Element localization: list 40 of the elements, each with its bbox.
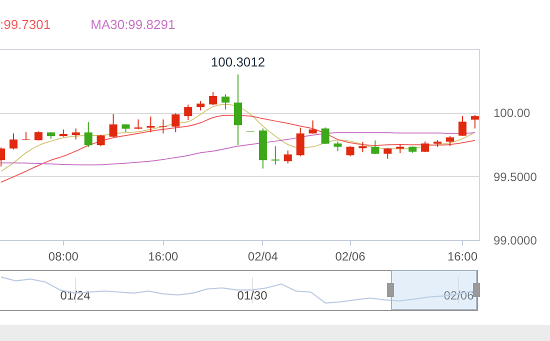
candlestick: [209, 92, 218, 106]
y-tick-label: 100.00: [494, 106, 531, 120]
x-tick-label: 08:00: [48, 250, 79, 264]
text: :99.7301: [0, 17, 51, 32]
candlestick: [308, 120, 317, 134]
candlestick: [334, 140, 342, 152]
x-tick-label: 16:00: [148, 250, 179, 264]
candlestick: [196, 100, 205, 111]
candlestick: [184, 104, 192, 121]
candlestick: [458, 116, 466, 137]
candlestick: [222, 94, 230, 110]
line-series: [0, 104, 476, 172]
candlestick: [146, 116, 155, 133]
y-tick-label: 99.0000: [494, 234, 538, 248]
candlestick: [172, 112, 180, 133]
candlestick: [234, 74, 242, 146]
candlestick: [84, 122, 92, 148]
candlestick: [271, 146, 280, 165]
candlestick: [446, 136, 454, 147]
candlestick: [109, 114, 118, 138]
y-tick-label: 99.5000: [494, 170, 538, 184]
candlestick: [296, 127, 304, 157]
candlestick: [470, 114, 479, 129]
x-tick-label: 02/04: [248, 250, 278, 264]
text: MA30:99.8291: [90, 17, 176, 32]
annotation: 100.3012: [210, 54, 266, 70]
candlestick: [22, 132, 30, 141]
candlestick: [96, 134, 105, 147]
x-tick-label: 01/30: [237, 288, 268, 302]
candlestick: [384, 148, 392, 160]
candlestick: [346, 146, 354, 157]
candlestick: [284, 150, 292, 164]
candlestick: [72, 128, 80, 140]
candlestick: [34, 130, 42, 141]
candlestick: [358, 142, 367, 153]
candlestick: [371, 140, 380, 155]
x-tick-label: 16:00: [447, 250, 478, 264]
x-tick-label: 02/06: [335, 250, 366, 264]
candlestick: [321, 126, 330, 144]
candlestick: [10, 132, 18, 150]
